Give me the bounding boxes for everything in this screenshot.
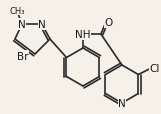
- Text: O: O: [105, 18, 113, 28]
- Text: Br: Br: [17, 52, 29, 61]
- Text: CH₃: CH₃: [9, 6, 25, 15]
- Text: NH: NH: [75, 30, 91, 40]
- Text: N: N: [38, 20, 46, 30]
- Text: N: N: [118, 98, 126, 108]
- Text: N: N: [18, 20, 26, 30]
- Text: Cl: Cl: [149, 64, 160, 74]
